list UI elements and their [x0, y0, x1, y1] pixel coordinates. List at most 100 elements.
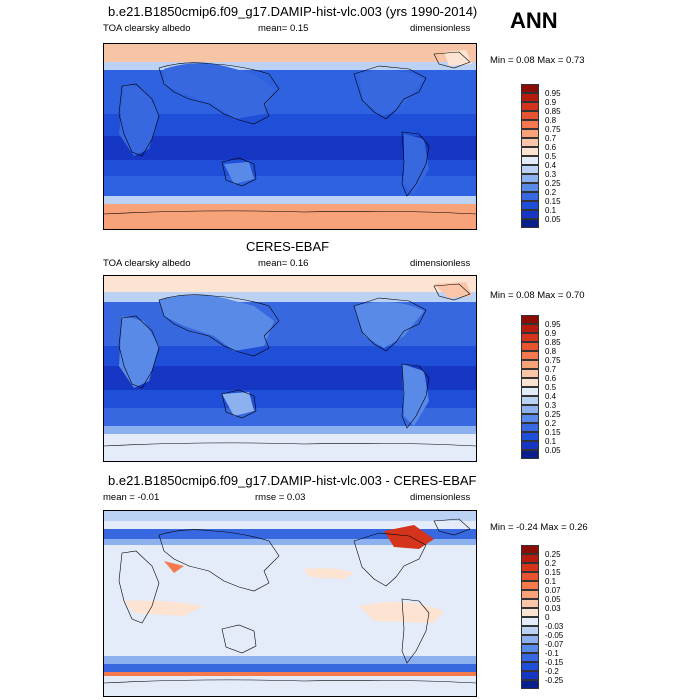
- colorbar-tick-label: 0.03: [545, 603, 561, 613]
- colorbar-tick-label: 0.9: [545, 328, 557, 338]
- panel-3-units: dimensionless: [410, 492, 471, 503]
- colorbar-cell: [521, 84, 539, 93]
- colorbar-tick-label: 0.8: [545, 115, 557, 125]
- panel-2-minmax: Min = 0.08 Max = 0.70: [490, 290, 585, 301]
- colorbar-cell: [521, 572, 539, 581]
- panel-3-map: [103, 510, 477, 697]
- panel-1-minmax: Min = 0.08 Max = 0.73: [490, 55, 585, 66]
- panel-3-minmax: Min = -0.24 Max = 0.26: [490, 522, 588, 533]
- colorbar-cell: [521, 138, 539, 147]
- colorbar-tick-label: 0.5: [545, 151, 557, 161]
- colorbar-cell: [521, 414, 539, 423]
- colorbar-tick-label: 0.75: [545, 355, 561, 365]
- panel-2-variable: TOA clearsky albedo: [103, 258, 191, 269]
- panel-3-title: b.e21.B1850cmip6.f09_g17.DAMIP-hist-vlc.…: [108, 473, 477, 488]
- colorbar-cell: [521, 626, 539, 635]
- colorbar-tick-label: 0.6: [545, 373, 557, 383]
- colorbar-tick-label: 0.1: [545, 576, 557, 586]
- colorbar-cell: [521, 120, 539, 129]
- colorbar-cell: [521, 93, 539, 102]
- colorbar-tick-label: 0: [545, 612, 550, 622]
- colorbar-cell: [521, 102, 539, 111]
- colorbar-tick-label: 0.15: [545, 427, 561, 437]
- colorbar-cell: [521, 192, 539, 201]
- colorbar-cell: [521, 554, 539, 563]
- panel-3-mean: mean = -0.01: [103, 492, 160, 503]
- colorbar-cell: [521, 351, 539, 360]
- colorbar-cell: [521, 423, 539, 432]
- colorbar-tick-label: 0.15: [545, 196, 561, 206]
- colorbar-cell: [521, 653, 539, 662]
- colorbar-cell: [521, 581, 539, 590]
- colorbar-cell: [521, 608, 539, 617]
- colorbar-cell: [521, 680, 539, 689]
- colorbar-tick-label: 0.07: [545, 585, 561, 595]
- colorbar-tick-label: 0.5: [545, 382, 557, 392]
- colorbar-tick-label: 0.2: [545, 418, 557, 428]
- panel-2-colorbar: 0.95 0.9 0.85 0.8 0.75 0.7 0.6 0.5 0.4 0.3 0.25 0.2…: [521, 315, 561, 459]
- colorbar-tick-label: 0.85: [545, 337, 561, 347]
- panel-3-map-field: [104, 511, 476, 696]
- colorbar-tick-label: 0.25: [545, 549, 561, 559]
- colorbar-cell: [521, 378, 539, 387]
- panel-1-title: b.e21.B1850cmip6.f09_g17.DAMIP-hist-vlc.…: [108, 4, 478, 19]
- colorbar-tick-label: -0.03: [545, 621, 564, 631]
- panel-2-mean: mean= 0.16: [258, 258, 309, 269]
- panel-2-units: dimensionless: [410, 258, 471, 269]
- colorbar-cell: [521, 599, 539, 608]
- colorbar-tick-label: -0.05: [545, 630, 564, 640]
- colorbar-tick-label: 0.05: [545, 445, 561, 455]
- panel-2-map-field: [104, 276, 476, 461]
- colorbar-tick-label: 0.25: [545, 178, 561, 188]
- colorbar-cell: [521, 156, 539, 165]
- colorbar-tick-label: 0.7: [545, 364, 557, 374]
- colorbar-tick-label: 0.8: [545, 346, 557, 356]
- colorbar-tick-label: -0.25: [545, 675, 564, 685]
- colorbar-tick-label: -0.1: [545, 648, 559, 658]
- colorbar-tick-label: -0.07: [545, 639, 564, 649]
- colorbar-tick-label: 0.2: [545, 187, 557, 197]
- colorbar-cell: [521, 147, 539, 156]
- colorbar-cell: [521, 219, 539, 228]
- colorbar-tick-label: 0.05: [545, 214, 561, 224]
- colorbar-cell: [521, 342, 539, 351]
- colorbar-cell: [521, 201, 539, 210]
- colorbar-cell: [521, 441, 539, 450]
- colorbar-cell: [521, 165, 539, 174]
- colorbar-tick-label: 0.4: [545, 391, 557, 401]
- colorbar-tick-label: 0.05: [545, 594, 561, 604]
- panel-1-map: [103, 43, 477, 230]
- colorbar-tick-label: 0.2: [545, 558, 557, 568]
- colorbar-cell: [521, 387, 539, 396]
- panel-2-title: CERES-EBAF: [246, 239, 330, 254]
- colorbar-cell: [521, 315, 539, 324]
- panel-1-colorbar: 0.95 0.9 0.85 0.8 0.75 0.7 0.6 0.5 0.4 0.3 0.25 0.2…: [521, 84, 561, 228]
- colorbar-tick-label: 0.6: [545, 142, 557, 152]
- panel-3-rmse: rmse = 0.03: [255, 492, 306, 503]
- colorbar-tick-label: 0.1: [545, 205, 557, 215]
- colorbar-cell: [521, 183, 539, 192]
- colorbar-tick-label: 0.95: [545, 88, 561, 98]
- colorbar-cell: [521, 590, 539, 599]
- colorbar-tick-label: -0.15: [545, 657, 564, 667]
- colorbar-cell: [521, 405, 539, 414]
- colorbar-cell: [521, 396, 539, 405]
- colorbar-tick-label: 0.3: [545, 400, 557, 410]
- colorbar-cell: [521, 174, 539, 183]
- colorbar-tick-label: 0.95: [545, 319, 561, 329]
- colorbar-cell: [521, 210, 539, 219]
- colorbar-cell: [521, 333, 539, 342]
- colorbar-tick-label: 0.9: [545, 97, 557, 107]
- colorbar-tick-label: 0.25: [545, 409, 561, 419]
- colorbar-cell: [521, 432, 539, 441]
- colorbar-tick-label: 0.7: [545, 133, 557, 143]
- colorbar-tick-label: 0.1: [545, 436, 557, 446]
- colorbar-cell: [521, 129, 539, 138]
- panel-1-mean: mean= 0.15: [258, 23, 309, 34]
- panel-1-variable: TOA clearsky albedo: [103, 23, 191, 34]
- panel-2-map: [103, 275, 477, 462]
- colorbar-tick-label: 0.4: [545, 160, 557, 170]
- colorbar-cell: [521, 644, 539, 653]
- colorbar-tick-label: -0.2: [545, 666, 559, 676]
- colorbar-cell: [521, 662, 539, 671]
